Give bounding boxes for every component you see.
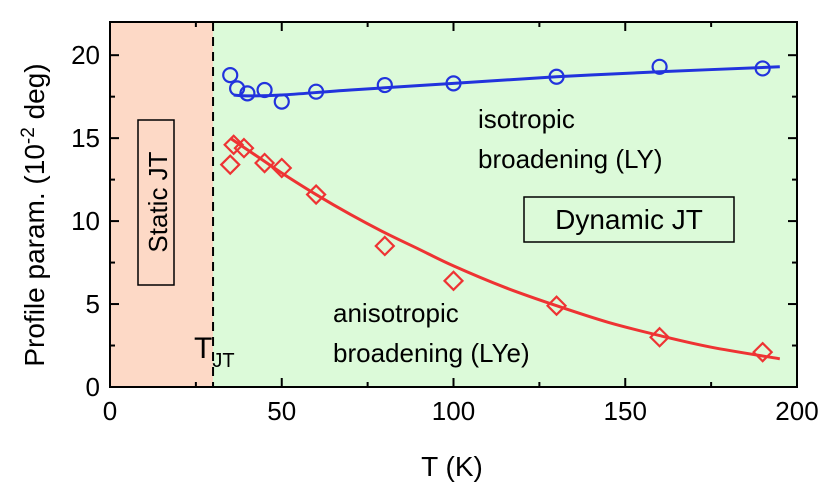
tick-labels: 0 50 100 150 200 0 5 10 15 20 [71,40,819,426]
data-point-circle [376,76,393,94]
data-point-circle [308,83,325,100]
region-static [110,22,214,387]
static-jt-label: Static JT [143,151,173,252]
x-tick-label: 200 [775,396,818,426]
data-point-diamond [442,270,465,292]
static-jt-box: Static JT [137,119,175,286]
data-point-diamond [649,326,671,348]
y-tick-label: 15 [71,123,100,153]
y-tick-label: 5 [86,289,100,319]
data-point-diamond [305,183,327,206]
data-point-circle [222,66,239,84]
anisotropic-label: broadening (LYe) [333,338,530,368]
data-point-circle [445,75,462,92]
dynamic-jt-label: Dynamic JT [555,204,703,235]
anisotropic-label: anisotropic [333,298,459,328]
data-point-circle [548,68,565,85]
data-point-circle [256,81,273,99]
plot-regions [110,22,798,387]
fit-curve-1 [229,136,781,361]
data-point-diamond [374,235,396,257]
isotropic-label: isotropic [478,104,575,134]
data-point-diamond [233,137,255,159]
x-tick-label: 100 [432,396,475,426]
fit-curve-0 [233,65,780,98]
data-markers [219,58,774,363]
x-tick-label: 0 [103,396,117,426]
data-point-circle [651,58,668,75]
isotropic-label: broadening (LY) [478,144,663,174]
y-tick-label: 0 [86,372,100,402]
data-point-diamond [752,341,774,363]
region-dynamic [213,22,798,387]
axis-ticks [109,22,798,388]
fit-curves [229,65,781,361]
tjt-label: TJT [194,332,235,372]
y-tick-label: 10 [71,206,100,236]
x-tick-label: 150 [604,396,647,426]
data-point-diamond [223,134,245,156]
data-point-circle [754,60,771,77]
data-point-diamond [545,295,568,317]
y-axis-label: Profile param. (10-2 deg) [18,63,50,366]
x-axis-label: T (K) [421,451,483,482]
y-tick-label: 20 [71,40,100,70]
dynamic-jt-box: Dynamic JT [523,196,735,243]
data-point-diamond [271,157,293,179]
data-point-circle [273,93,290,110]
data-point-circle [239,85,256,102]
x-tick-label: 50 [267,396,296,426]
data-point-diamond [254,152,276,174]
data-point-diamond [219,154,241,176]
